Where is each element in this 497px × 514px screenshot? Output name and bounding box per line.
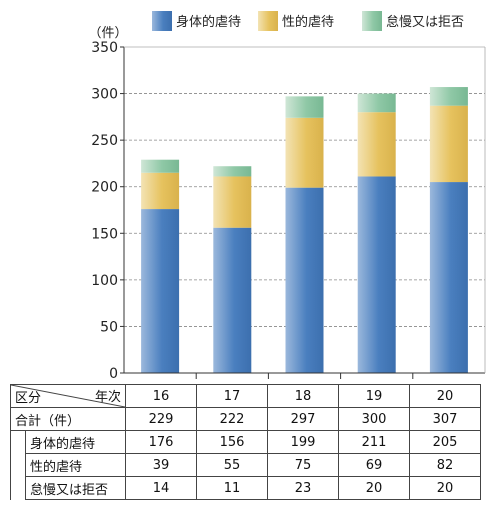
year-header: 年次 (94, 390, 121, 405)
row-label: 性的虐待 (25, 453, 126, 477)
category-header: 区分 (15, 391, 42, 406)
value-cell: 75 (267, 453, 339, 477)
legend-swatch (362, 11, 382, 31)
legend-label: 怠慢又は拒否 (386, 14, 464, 30)
y-tick-label: 350 (91, 40, 118, 56)
total-cell: 297 (267, 407, 339, 431)
row-label: 身体的虐待 (25, 430, 126, 454)
bar-segment (285, 96, 324, 118)
bar-segment (429, 105, 468, 183)
total-cell: 222 (196, 407, 268, 431)
y-tick-label: 150 (91, 226, 118, 242)
value-cell: 11 (196, 476, 268, 500)
value-cell: 211 (338, 430, 410, 454)
bar-segment (429, 87, 468, 106)
bar-segment (213, 227, 252, 373)
bar-segment (429, 182, 468, 373)
table-row-neglect: 怠慢又は拒否 14 11 23 20 20 (11, 476, 481, 500)
value-cell: 20 (409, 476, 481, 500)
total-label: 合計（件） (10, 407, 126, 431)
table-corner-cell: 年次 区分 (10, 384, 126, 408)
value-cell: 156 (196, 430, 268, 454)
table-row-sexual: 性的虐待 39 55 75 69 82 (11, 453, 481, 477)
legend-label: 性的虐待 (282, 14, 334, 30)
bar-segment (357, 112, 396, 177)
indent-cell (10, 430, 26, 500)
table-header-row: 年次 区分 16 17 18 19 20 (10, 384, 481, 408)
value-cell: 55 (196, 453, 268, 477)
year-cell: 19 (338, 384, 410, 408)
y-tick-label: 200 (91, 180, 118, 196)
bar-segment (141, 172, 180, 210)
year-cell: 16 (125, 384, 197, 408)
year-cell: 17 (196, 384, 268, 408)
value-cell: 176 (125, 430, 197, 454)
stacked-bar-chart: 0 50 100 150 200 250 300 350（件） 身体的虐待 性的虐待 怠慢又は拒否 (88, 11, 486, 380)
y-tick-label: 0 (109, 366, 118, 380)
value-cell: 69 (338, 453, 410, 477)
bar-segment (357, 93, 396, 113)
year-cell: 20 (409, 384, 481, 408)
legend-swatch (258, 11, 278, 31)
y-tick-label: 250 (91, 133, 118, 149)
y-axis-label: （件） (88, 26, 127, 41)
legend-swatch (152, 11, 172, 31)
y-tick-label: 50 (100, 319, 118, 335)
value-cell: 14 (125, 476, 197, 500)
total-cell: 229 (125, 407, 197, 431)
table-row-physical: 身体的虐待 176 156 199 211 205 (10, 430, 481, 500)
bar-segment (285, 187, 324, 373)
bar-segment (141, 159, 180, 173)
bar-segment (141, 209, 180, 373)
legend-label: 身体的虐待 (176, 14, 241, 30)
corner-diagonal (11, 385, 125, 407)
total-cell: 300 (338, 407, 410, 431)
value-cell: 82 (409, 453, 481, 477)
bar-segment (357, 176, 396, 373)
y-tick-label: 100 (91, 273, 118, 289)
data-table: 年次 区分 16 17 18 19 20 合計（件） 229 222 297 3… (10, 384, 481, 500)
row-label: 怠慢又は拒否 (25, 476, 126, 500)
year-cell: 18 (267, 384, 339, 408)
table-row-total: 合計（件） 229 222 297 300 307 (10, 407, 481, 431)
value-cell: 23 (267, 476, 339, 500)
value-cell: 39 (125, 453, 197, 477)
y-tick-label: 300 (91, 87, 118, 103)
value-cell: 199 (267, 430, 339, 454)
total-cell: 307 (409, 407, 481, 431)
value-cell: 20 (338, 476, 410, 500)
value-cell: 205 (409, 430, 481, 454)
bar-segment (213, 176, 252, 228)
bar-segment (213, 166, 252, 177)
bar-segment (285, 117, 324, 188)
